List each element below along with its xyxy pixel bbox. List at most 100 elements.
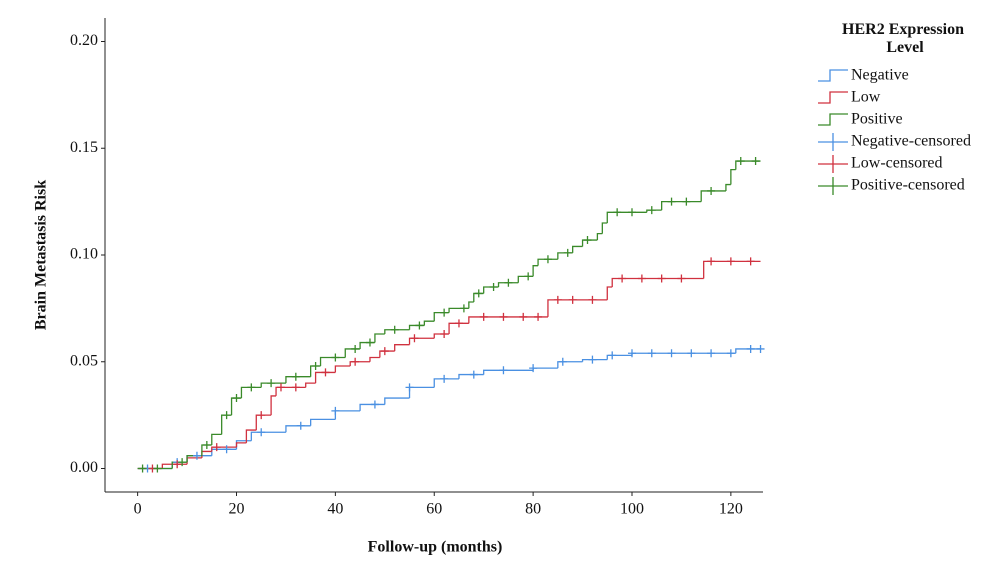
step-segment [581, 358, 608, 362]
legend-title-line: HER2 Expression [842, 21, 964, 38]
censor-mark [440, 308, 449, 317]
step-segment [359, 341, 375, 349]
censor-mark [529, 364, 538, 373]
legend-symbol [818, 69, 848, 82]
step-segment [517, 275, 534, 283]
censor-mark [563, 248, 572, 257]
step-segment [379, 350, 395, 358]
censor-mark [247, 383, 256, 392]
censor-mark [746, 257, 755, 266]
step-segment [661, 200, 702, 211]
step-segment [349, 361, 370, 367]
censor-mark [499, 312, 508, 321]
step-segment [305, 382, 316, 388]
step-segment [201, 450, 212, 458]
step-segment [572, 245, 583, 253]
censor-mark [553, 295, 562, 304]
censor-mark [608, 351, 617, 360]
censor-mark [519, 312, 528, 321]
censor-mark [222, 445, 231, 454]
step-segment [606, 286, 613, 300]
step-segment [532, 265, 539, 277]
censor-mark [657, 274, 666, 283]
censor-mark [687, 349, 696, 358]
step-segment [250, 431, 286, 441]
censor-mark [707, 257, 716, 266]
censor-mark [440, 330, 449, 338]
censor-mark [627, 349, 636, 358]
step-segment [557, 361, 583, 369]
censor-mark [370, 400, 379, 409]
censor-mark [558, 357, 567, 366]
step-segment [310, 418, 336, 426]
step-segment [483, 286, 499, 294]
x-tick-label: 100 [620, 501, 644, 518]
censor-mark [751, 157, 760, 166]
step-segment [186, 455, 202, 463]
step-segment [394, 344, 410, 352]
censor-mark [202, 441, 211, 450]
censor-mark [647, 206, 656, 215]
step-segment [255, 414, 272, 431]
y-tick-label: 0.15 [70, 139, 98, 156]
step-segment [186, 455, 212, 463]
step-segment [596, 232, 603, 241]
censor-mark [380, 347, 389, 356]
x-tick-label: 40 [327, 501, 343, 518]
censor-mark [153, 464, 162, 473]
censor-mark [474, 289, 483, 298]
censor-mark [365, 338, 374, 347]
censor-mark [405, 383, 414, 392]
censor-mark [588, 295, 597, 304]
legend-title: HER2 Expression Level [842, 21, 968, 56]
censor-mark [331, 406, 340, 415]
censor-mark [440, 374, 449, 383]
censor-mark [613, 208, 622, 217]
legend-symbol [818, 177, 848, 195]
legend-label: Positive-censored [851, 177, 965, 194]
step-segment [703, 260, 761, 279]
step-segment [319, 356, 346, 367]
censor-mark [667, 197, 676, 206]
censor-mark [504, 278, 513, 287]
step-segment [730, 168, 736, 185]
legend-symbol [818, 113, 848, 126]
step-segment [631, 352, 736, 356]
step-segment [606, 211, 647, 223]
step-segment [260, 382, 286, 388]
step-segment [433, 378, 459, 388]
step-segment [359, 403, 385, 411]
censor-mark [311, 362, 320, 371]
step-segment [700, 190, 726, 202]
step-segment [646, 209, 662, 213]
legend-label: Low-censored [851, 155, 943, 172]
censor-mark [543, 255, 552, 264]
censor-mark [178, 458, 187, 467]
censor-mark [351, 357, 360, 366]
censor-mark [222, 411, 231, 420]
x-tick-label: 0 [134, 501, 142, 518]
step-segment [235, 442, 247, 448]
censor-mark [489, 283, 498, 292]
step-segment [601, 222, 608, 234]
step-segment [547, 299, 608, 317]
censor-mark [618, 274, 627, 283]
censor-mark [667, 349, 676, 358]
legend-label: Low [851, 89, 881, 106]
step-segment [186, 457, 202, 465]
censor-mark [331, 353, 340, 362]
legend-symbol [818, 91, 848, 104]
censor-mark [499, 366, 508, 375]
legend-symbol [818, 133, 848, 151]
censor-mark [469, 370, 478, 379]
step-segment [374, 333, 385, 343]
censor-mark [212, 443, 221, 452]
censor-mark [296, 421, 305, 430]
step-segment [171, 461, 188, 469]
censor-mark [173, 460, 182, 469]
censor-mark [454, 319, 463, 328]
legend-symbol [818, 155, 848, 173]
censor-mark [707, 186, 716, 195]
step-segment [611, 277, 704, 288]
step-segment [384, 397, 410, 405]
